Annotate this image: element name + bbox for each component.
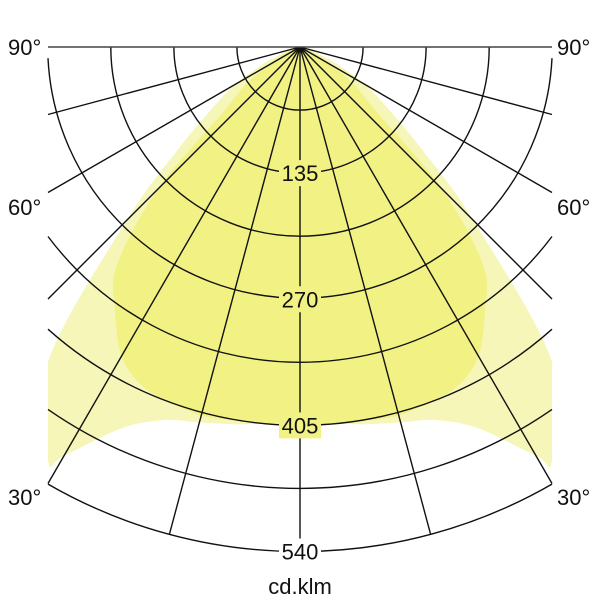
angle-label-90-left: 90° bbox=[8, 35, 41, 60]
radial-label-bg bbox=[279, 160, 321, 187]
angle-grid-ray bbox=[299, 46, 553, 300]
angle-label-60-right: 60° bbox=[557, 195, 590, 220]
radial-label-bg bbox=[279, 286, 321, 313]
angle-grid-ray bbox=[299, 46, 432, 535]
angle-grid-ray bbox=[47, 46, 301, 484]
angle-grid-ray bbox=[168, 46, 301, 535]
angle-label-30-left: 30° bbox=[8, 485, 41, 510]
radial-label-bg bbox=[279, 538, 321, 565]
angle-grid-ray bbox=[299, 46, 553, 116]
radial-tick-label: 405 bbox=[282, 413, 319, 438]
angle-grid-ray bbox=[47, 46, 301, 194]
radial-tick-label: 135 bbox=[282, 161, 319, 186]
angle-grid-ray bbox=[299, 46, 553, 484]
radial-labels: 135 270 405 540 bbox=[279, 160, 321, 565]
radial-tick-label: 270 bbox=[282, 287, 319, 312]
angle-label-30-right: 30° bbox=[557, 485, 590, 510]
angle-label-90-right: 90° bbox=[557, 35, 590, 60]
unit-label: cd.klm bbox=[268, 574, 332, 599]
angle-grid-ray bbox=[47, 46, 301, 300]
radial-tick-label: 540 bbox=[282, 540, 319, 565]
radial-label-bg bbox=[279, 412, 321, 439]
angle-grid-ray bbox=[299, 46, 553, 194]
angle-grid-ray bbox=[47, 46, 301, 116]
angle-label-60-left: 60° bbox=[8, 195, 41, 220]
